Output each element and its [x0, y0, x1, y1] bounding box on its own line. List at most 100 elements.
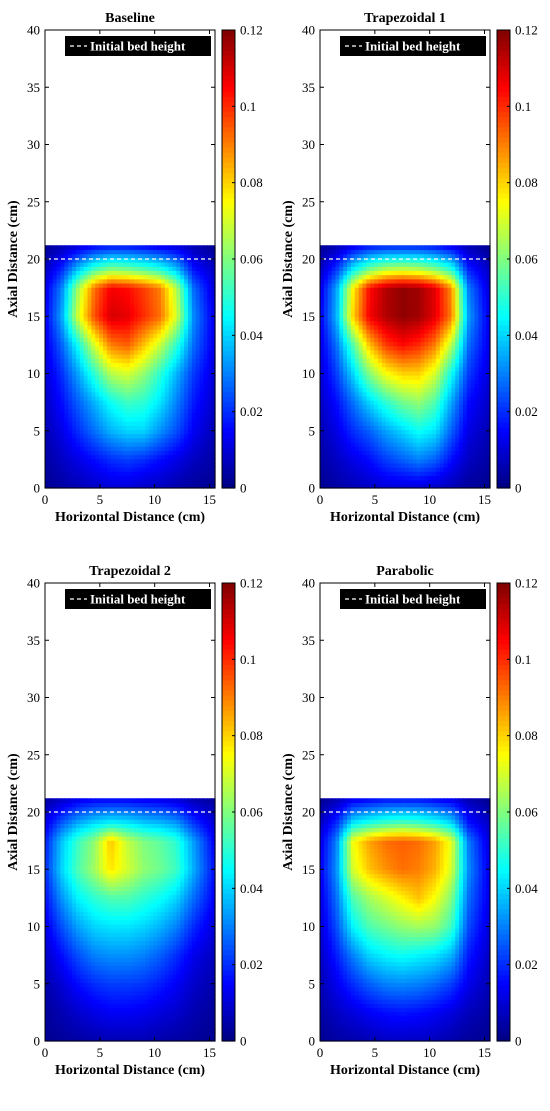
heatmap-cell: [196, 429, 200, 434]
heatmap-cell: [359, 342, 363, 347]
heatmap-cell: [64, 321, 68, 326]
heatmap-cell: [390, 442, 394, 447]
heatmap-cell: [145, 333, 149, 338]
heatmap-cell: [188, 429, 192, 434]
heatmap-cell: [397, 362, 401, 367]
heatmap-cell: [366, 442, 370, 447]
heatmap-cell: [436, 408, 440, 413]
heatmap-cell: [64, 312, 68, 317]
heatmap-cell: [320, 471, 324, 476]
heatmap-cell: [60, 304, 64, 309]
heatmap-cell: [192, 295, 196, 300]
heatmap-cell: [401, 459, 405, 464]
heatmap-cell: [88, 375, 92, 380]
heatmap-cell: [475, 413, 479, 418]
heatmap-cell: [145, 467, 149, 472]
heatmap-cell: [169, 312, 173, 317]
heatmap-cell: [467, 471, 471, 476]
heatmap-cell: [436, 379, 440, 384]
heatmap-cell: [165, 404, 169, 409]
heatmap-cell: [467, 291, 471, 296]
heatmap-cell: [72, 329, 76, 334]
heatmap-cell: [471, 408, 475, 413]
heatmap-cell: [370, 350, 374, 355]
heatmap-cell: [196, 275, 200, 280]
heatmap-cell: [393, 429, 397, 434]
heatmap-cell: [203, 362, 207, 367]
heatmap-cell: [374, 304, 378, 309]
heatmap-cell: [448, 354, 452, 359]
heatmap-cell: [88, 367, 92, 372]
heatmap-cell: [138, 287, 142, 292]
heatmap-cell: [459, 442, 463, 447]
heatmap-cell: [107, 371, 111, 376]
heatmap-cell: [157, 333, 161, 338]
heatmap-cell: [184, 325, 188, 330]
heatmap-cell: [328, 300, 332, 305]
heatmap-cell: [409, 300, 413, 305]
heatmap-cell: [142, 400, 146, 405]
heatmap-cell: [95, 287, 99, 292]
heatmap-cell: [405, 379, 409, 384]
heatmap-cell: [142, 404, 146, 409]
heatmap-cell: [64, 275, 68, 280]
heatmap-cell: [332, 275, 336, 280]
heatmap-cell: [459, 471, 463, 476]
heatmap-cell: [130, 404, 134, 409]
heatmap-cell: [463, 371, 467, 376]
heatmap-cell: [203, 425, 207, 430]
heatmap-cell: [57, 463, 61, 468]
heatmap-cell: [413, 429, 417, 434]
heatmap-cell: [176, 316, 180, 321]
colorbar-segment: [222, 396, 235, 402]
heatmap-cell: [335, 283, 339, 288]
heatmap-cell: [343, 421, 347, 426]
heatmap-cell: [343, 396, 347, 401]
heatmap-cell: [153, 287, 157, 292]
heatmap-cell: [335, 425, 339, 430]
heatmap-cell: [99, 275, 103, 280]
heatmap-cell: [374, 375, 378, 380]
heatmap-cell: [320, 300, 324, 305]
heatmap-cell: [451, 342, 455, 347]
heatmap-cell: [366, 308, 370, 313]
heatmap-cell: [332, 383, 336, 388]
heatmap-cell: [459, 312, 463, 317]
heatmap-cell: [444, 467, 448, 472]
heatmap-cell: [95, 304, 99, 309]
heatmap-cell: [203, 287, 207, 292]
heatmap-cell: [440, 337, 444, 342]
heatmap-cell: [343, 434, 347, 439]
heatmap-cell: [420, 417, 424, 422]
heatmap-cell: [64, 417, 68, 422]
heatmap-cell: [169, 249, 173, 254]
heatmap-cell: [378, 295, 382, 300]
heatmap-cell: [111, 254, 115, 259]
heatmap-cell: [393, 417, 397, 422]
colorbar-segment: [222, 61, 235, 67]
heatmap-cell: [475, 421, 479, 426]
heatmap-cell: [130, 308, 134, 313]
heatmap-cell: [76, 434, 80, 439]
heatmap-cell: [111, 342, 115, 347]
heatmap-cell: [451, 283, 455, 288]
heatmap-cell: [420, 295, 424, 300]
heatmap-cell: [432, 304, 436, 309]
heatmap-cell: [173, 300, 177, 305]
heatmap-cell: [53, 346, 57, 351]
heatmap-cell: [53, 279, 57, 284]
heatmap-cell: [188, 434, 192, 439]
heatmap-cell: [134, 421, 138, 426]
heatmap-cell: [413, 304, 417, 309]
heatmap-cell: [118, 442, 122, 447]
heatmap-cell: [401, 480, 405, 485]
heatmap-cell: [173, 262, 177, 267]
heatmap-cell: [328, 329, 332, 334]
heatmap-cell: [161, 342, 165, 347]
heatmap-cell: [355, 321, 359, 326]
heatmap-cell: [355, 346, 359, 351]
heatmap-cell: [432, 333, 436, 338]
heatmap-cell: [405, 442, 409, 447]
heatmap-cell: [382, 279, 386, 284]
heatmap-cell: [111, 270, 115, 275]
